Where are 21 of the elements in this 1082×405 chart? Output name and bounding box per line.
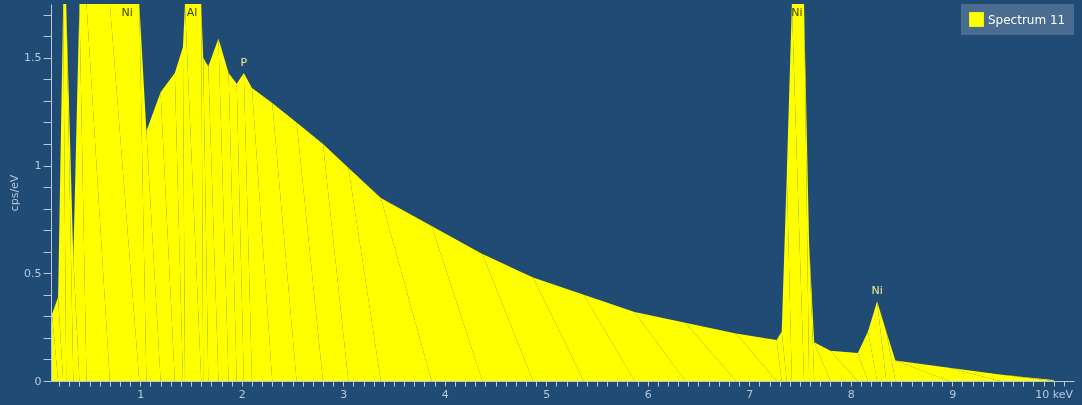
annotation: Ni [121,6,133,19]
annotation: Al [186,6,198,19]
x-tick-label: 2 [238,387,246,401]
annotation: Ni [791,6,803,19]
x-tick-label: 4 [441,387,449,401]
x-tick-label: 7 [746,387,754,401]
y-tick-label: 1 [34,159,42,173]
annotation: P [240,55,248,69]
x-tick-label: 8 [847,387,855,401]
y-tick-label: 0 [34,374,42,388]
x-tick-label: 5 [543,387,551,401]
x-tick-label: 3 [340,387,348,401]
annotation: Ni [871,284,883,298]
x-tick-label: 10 keV [1035,387,1074,401]
y-axis-title: cps/eV [8,174,22,212]
legend-label: Spectrum 11 [988,12,1066,27]
x-tick-label: 9 [949,387,957,401]
x-tick-label: 6 [644,387,652,401]
y-tick-label: 1.5 [24,51,42,65]
y-tick-label: 0.5 [24,266,42,280]
x-tick-label: 1 [137,387,145,401]
